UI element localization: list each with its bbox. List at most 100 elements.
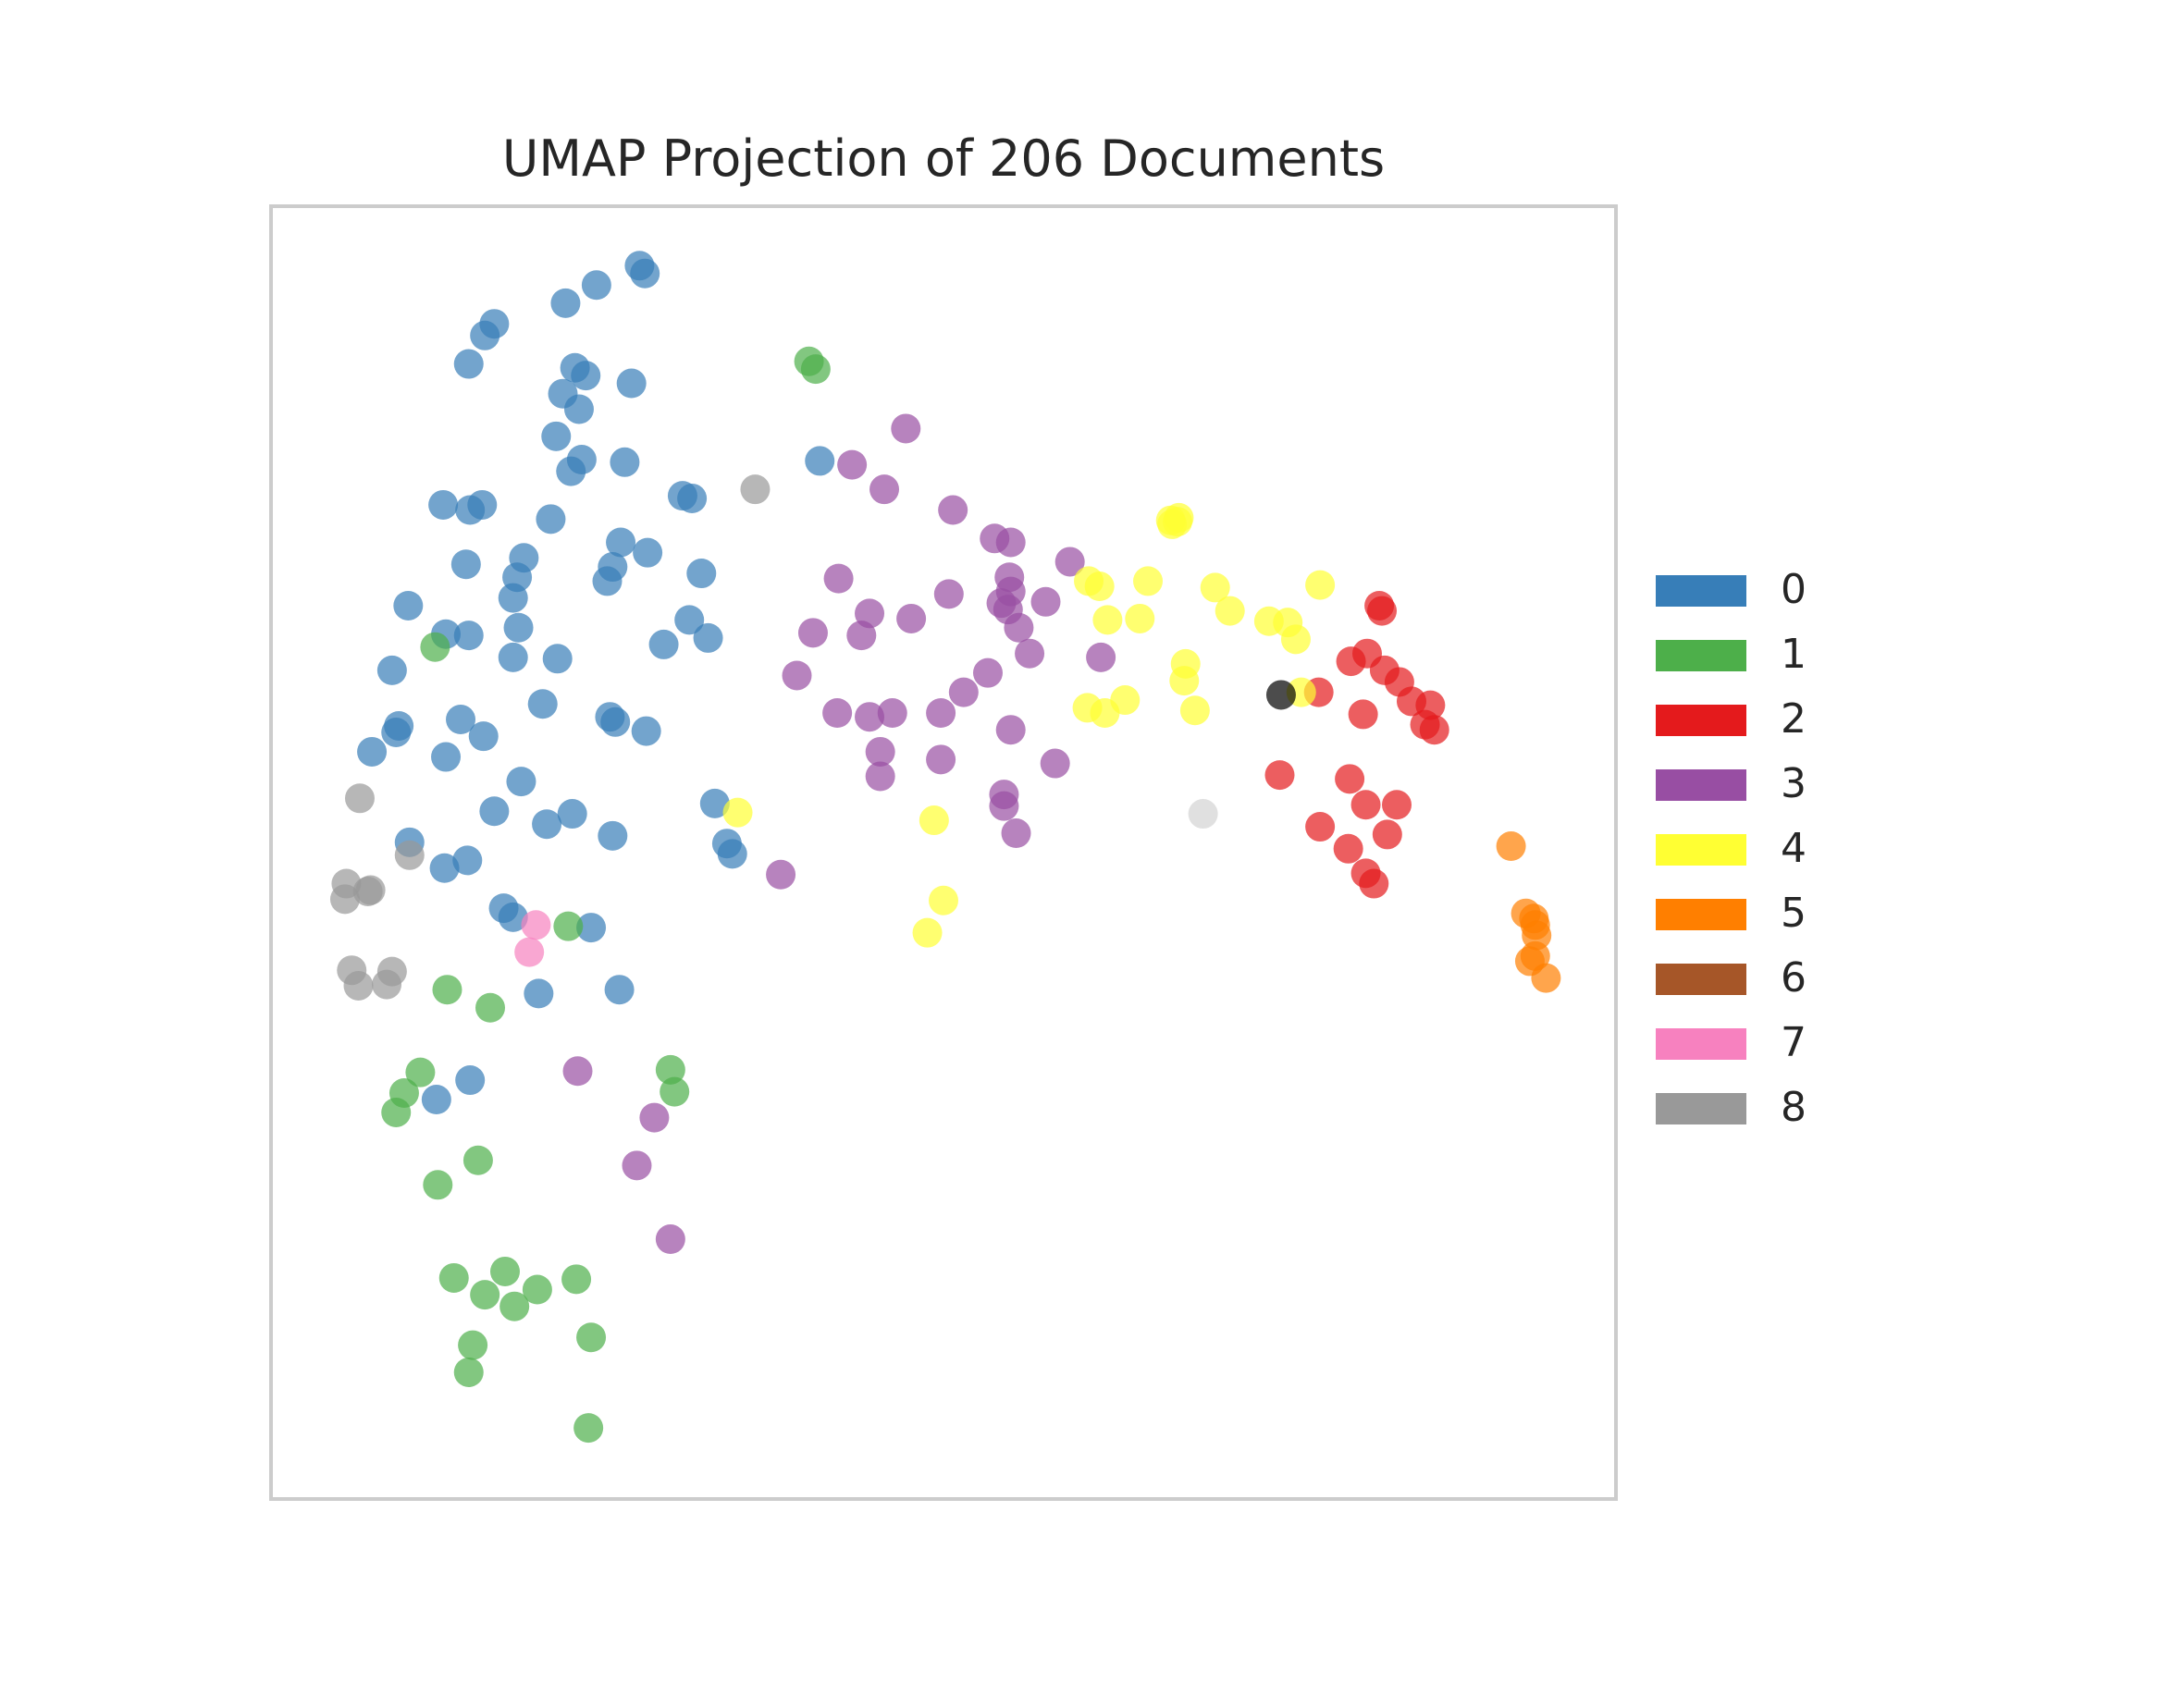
point-series-0-6 bbox=[453, 349, 484, 379]
point-series-0-3 bbox=[550, 288, 581, 318]
point-series-3-35 bbox=[1001, 818, 1031, 849]
point-series-4-20 bbox=[1090, 698, 1120, 729]
point-series-3-36 bbox=[766, 859, 796, 890]
point-series-1-14 bbox=[489, 1256, 520, 1286]
point-series-0-47 bbox=[600, 707, 631, 737]
point-series-2-3 bbox=[1336, 646, 1366, 677]
point-series-0-51 bbox=[431, 742, 462, 772]
point-series-4-9 bbox=[1215, 596, 1245, 626]
point-series-0-68 bbox=[455, 1065, 486, 1096]
point-series-0-29 bbox=[592, 566, 623, 596]
point-series-4-6 bbox=[1133, 566, 1164, 596]
point-series-5-7 bbox=[1531, 963, 1561, 993]
point-series-3-18 bbox=[846, 621, 877, 651]
point-series-4-24 bbox=[929, 885, 958, 915]
point-series-3-14 bbox=[896, 603, 927, 633]
point-series-0-19 bbox=[428, 489, 459, 520]
legend-label-5: 5 bbox=[1781, 890, 1807, 937]
point-series-2-14 bbox=[1350, 790, 1381, 820]
point-series-0-66 bbox=[524, 978, 554, 1009]
point-series-4-7 bbox=[1200, 572, 1230, 603]
point-series-0-37 bbox=[648, 629, 679, 659]
point-series-0-67 bbox=[604, 975, 635, 1005]
point-series-0-50 bbox=[357, 736, 388, 767]
point-series-8-1 bbox=[344, 783, 375, 814]
point-series-2-16 bbox=[1305, 812, 1336, 842]
point-series-2-13 bbox=[1335, 764, 1365, 794]
point-series-0-40 bbox=[542, 644, 573, 674]
point-series-2-9 bbox=[1348, 699, 1378, 730]
point-series-4-16 bbox=[1169, 666, 1200, 696]
point-series-3-37 bbox=[562, 1056, 593, 1087]
point-series-2-12 bbox=[1264, 760, 1295, 791]
point-series-0-18 bbox=[677, 483, 708, 513]
point-series-0-64 bbox=[498, 902, 528, 932]
point-series-3-27 bbox=[926, 698, 956, 729]
point-series-3-28 bbox=[995, 715, 1026, 745]
legend-swatch-6 bbox=[1656, 964, 1746, 995]
point-series-0-21 bbox=[467, 489, 498, 520]
point-series-1-4 bbox=[432, 975, 462, 1005]
point-series-0-13 bbox=[610, 447, 640, 477]
point-series-0-22 bbox=[536, 504, 566, 535]
point-series-0-44 bbox=[446, 705, 476, 735]
point-series-0-16 bbox=[805, 446, 835, 476]
point-series-3-7 bbox=[823, 563, 854, 594]
point-series-3-0 bbox=[891, 413, 921, 444]
point-series-0-41 bbox=[376, 655, 407, 685]
point-series-1-21 bbox=[453, 1357, 484, 1387]
legend-swatch-2 bbox=[1656, 705, 1746, 736]
point-series-3-21 bbox=[972, 657, 1003, 688]
point-series-3-30 bbox=[926, 744, 956, 775]
point-series-0-31 bbox=[498, 583, 528, 613]
point-series-1-7 bbox=[405, 1057, 436, 1087]
point-series-4-22 bbox=[722, 797, 753, 828]
point-series-0-1 bbox=[581, 270, 611, 301]
legend-swatch-0 bbox=[1656, 575, 1746, 607]
point-series-1-5 bbox=[475, 992, 506, 1023]
point-series-3-20 bbox=[1086, 642, 1116, 672]
point-series-0-26 bbox=[450, 549, 481, 580]
point-series-0-62 bbox=[429, 853, 460, 883]
point-series-0-56 bbox=[532, 809, 562, 840]
point-series-8-2 bbox=[394, 840, 425, 870]
point-series-5-0 bbox=[1496, 831, 1526, 862]
point-series-4-25 bbox=[912, 917, 943, 948]
plot-area bbox=[269, 204, 1618, 1501]
point-series-0-23 bbox=[606, 527, 636, 558]
point-series-1-11 bbox=[462, 1145, 493, 1175]
point-series-3-31 bbox=[1040, 748, 1070, 779]
point-series-3-24 bbox=[822, 698, 853, 729]
point-series-1-15 bbox=[561, 1264, 592, 1295]
legend-swatch-4 bbox=[1656, 834, 1746, 866]
point-series-0-33 bbox=[674, 605, 705, 635]
point-series-2-15 bbox=[1381, 790, 1412, 820]
point-series-0-42 bbox=[527, 689, 558, 719]
point-series-0-11 bbox=[563, 394, 594, 424]
point-series-7-0 bbox=[521, 910, 551, 940]
point-series-0-2 bbox=[630, 258, 660, 289]
point-series-0-8 bbox=[616, 368, 647, 399]
point-series-3-22 bbox=[782, 660, 812, 691]
legend-label-4: 4 bbox=[1781, 825, 1807, 872]
point-series-0-57 bbox=[598, 820, 628, 851]
point-series-3-39 bbox=[622, 1150, 652, 1181]
point-series-4-11 bbox=[1125, 603, 1155, 633]
point-series-1-1 bbox=[800, 354, 831, 385]
point-series-0-5 bbox=[479, 309, 510, 339]
point-series-0-39 bbox=[498, 642, 528, 672]
point-series-8-5 bbox=[329, 884, 360, 915]
legend-label-0: 0 bbox=[1781, 566, 1807, 613]
point-series-0-48 bbox=[384, 710, 414, 741]
point-series-1-2 bbox=[420, 632, 450, 662]
point-series-3-1 bbox=[837, 449, 868, 480]
legend-label-6: 6 bbox=[1781, 954, 1807, 1001]
point-series-2-20 bbox=[1359, 868, 1389, 899]
point-series-4-23 bbox=[919, 805, 949, 836]
point-series-3-38 bbox=[639, 1102, 670, 1133]
point-series-3-25 bbox=[855, 702, 885, 732]
legend: 0 1 2 3 4 5 6 7 8 bbox=[1656, 566, 1807, 1131]
point-series-0-61 bbox=[717, 839, 747, 869]
point-series-0-53 bbox=[699, 788, 730, 818]
